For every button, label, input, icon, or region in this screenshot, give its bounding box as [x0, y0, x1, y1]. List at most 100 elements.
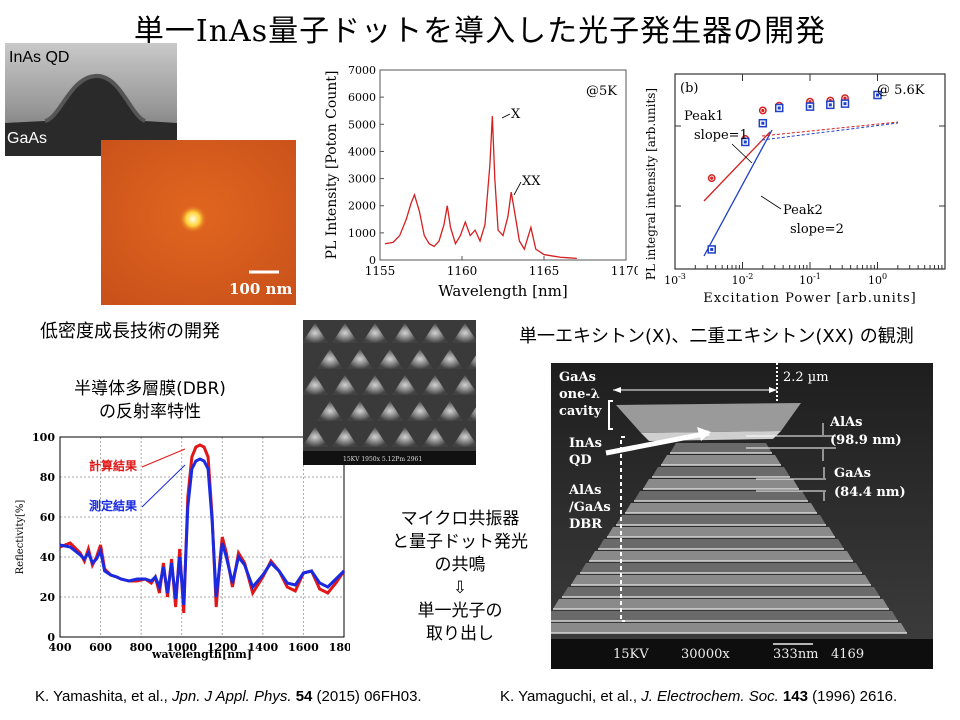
peak2-saturation-line	[761, 122, 899, 141]
sem-gaas-1: GaAs	[834, 466, 871, 481]
peak1-saturation-line	[761, 121, 899, 137]
tem-image: InAs QD GaAs 10 nm	[5, 43, 177, 156]
afm-scale-label: 100 nm	[229, 280, 293, 298]
peak2-point-core	[808, 105, 812, 109]
spectrum-y-ticks: 0 1000 2000 3000 4000 5000 6000 7000	[348, 64, 384, 267]
reflectivity-x-tick-label: 1400	[248, 641, 279, 654]
reflectivity-plot-frame	[59, 436, 345, 638]
peak1-pointer	[731, 143, 753, 164]
peak-x-label: X	[511, 107, 521, 122]
power-x-tick-label: 10-3	[664, 272, 686, 287]
sem-pillar-micrograph: GaAs one-λ cavity InAs QD AlAs /GaAs DBR…	[551, 363, 933, 669]
spectrum-y-tick-label: 7000	[348, 64, 376, 77]
sem-pillar-image: GaAs one-λ cavity InAs QD AlAs /GaAs DBR…	[551, 363, 933, 669]
peak2-point-core	[843, 102, 847, 106]
spectrum-y-tick-label: 3000	[348, 173, 376, 186]
sem-gaas-cavity-1: GaAs	[559, 370, 596, 385]
afm-image: 100 nm	[101, 140, 296, 305]
spectrum-y-axis-label: PL Intensity [Poton Count]	[324, 71, 340, 260]
spectrum-annotation: @5K	[586, 84, 617, 99]
peak2-point-core	[777, 106, 781, 110]
reflectivity-x-axis-label: wavelength[nm]	[151, 648, 252, 661]
peak2-point-core	[828, 103, 832, 107]
peak1-point-core	[843, 96, 847, 100]
sem-gaas-cavity-3: cavity	[559, 404, 602, 419]
sem-gaas-cavity-2: one-λ	[559, 387, 600, 402]
peak1-point-core	[761, 108, 765, 113]
sem-alas-2: (98.9 nm)	[830, 433, 902, 448]
center-line-2: と量子ドット発光	[392, 532, 528, 552]
spectrum-x-tick-label: 1165	[529, 264, 560, 278]
meas-series-line	[59, 457, 346, 606]
sem-gaas-2: (84.4 nm)	[834, 485, 906, 500]
spectrum-plot-frame	[379, 69, 627, 261]
reflectivity-y-tick-label: 40	[40, 551, 56, 564]
spectrum-y-tick-label: 1000	[348, 227, 376, 240]
peak1-label: Peak1	[684, 109, 724, 124]
spectrum-x-axis-label: Wavelength [nm]	[438, 282, 567, 300]
reference-left: K. Yamashita, et al., Jpn. J Appl. Phys.…	[35, 688, 422, 705]
ref-right-authors: K. Yamaguchi, et al.,	[500, 688, 642, 705]
power-x-tick-label: 10-1	[799, 272, 821, 287]
reflectivity-x-tick-label: 600	[89, 641, 112, 654]
sem-footer-scale: 333nm	[773, 647, 819, 662]
sem-alas-1: AlAs	[829, 415, 862, 430]
center-line-1: マイクロ共振器	[400, 509, 520, 529]
sem-dbr-1: AlAs	[568, 483, 601, 498]
spectrum-series-line	[384, 116, 577, 260]
resonance-caption: マイクロ共振器 と量子ドット発光 の共鳴 ⇩ 単一光子の 取り出し	[375, 508, 545, 646]
spectrum-y-tick-label: 0	[369, 254, 376, 267]
sem-footer-id: 4169	[831, 647, 864, 662]
spectrum-y-tick-label: 6000	[348, 91, 376, 104]
peak2-fit-line	[703, 129, 773, 257]
ref-right-journal: J. Electrochem. Soc.	[641, 688, 783, 705]
reflectivity-y-tick-label: 0	[47, 631, 55, 644]
peak-xx-pointer	[513, 181, 522, 196]
sem-width-label: 2.2 µm	[783, 370, 829, 385]
ref-left-journal: Jpn. J Appl. Phys.	[172, 688, 296, 705]
slope1-label: slope=1	[694, 128, 748, 143]
reflectivity-y-tick-label: 60	[40, 511, 56, 524]
reflectivity-x-tick-label: 400	[49, 641, 72, 654]
ref-right-rest: (1996) 2616.	[807, 688, 898, 705]
power-x-tick-label: 100	[868, 272, 887, 287]
page-title: 単一InAs量子ドットを導入した光子発生器の開発	[133, 14, 827, 49]
legend-meas-pointer	[141, 464, 186, 508]
power-x-axis-label: Excitation Power [arb.units]	[703, 291, 917, 306]
dbr-caption: 半導体多層膜(DBR) の反射率特性	[50, 378, 250, 424]
tem-label-inas: InAs QD	[9, 49, 70, 66]
ref-left-volume: 54	[295, 688, 313, 705]
caption-low-density: 低密度成長技術の開発	[40, 321, 220, 342]
peak-xx-label: XX	[522, 174, 541, 189]
power-x-tick-label: 10-2	[732, 272, 754, 287]
ref-right-volume: 143	[782, 688, 808, 705]
power-y-axis-label: PL integral intensity [arb.units]	[644, 88, 658, 280]
peak2-pointer	[760, 195, 782, 210]
tem-label-gaas: GaAs	[7, 130, 48, 147]
ref-left-authors: K. Yamashita, et al.,	[35, 688, 173, 705]
spectrum-y-tick-label: 5000	[348, 118, 376, 131]
peak2-point-core	[876, 93, 879, 97]
peak2-point-core	[743, 140, 747, 144]
reflectivity-y-tick-label: 20	[40, 591, 56, 604]
sem-array-micrograph: 15KV 1950x 5.12Pm 2961	[303, 320, 476, 465]
sem-footer-kv: 15KV	[613, 647, 649, 662]
power-annotation: @ 5.6K	[877, 83, 925, 98]
center-line-3: の共鳴	[434, 555, 486, 575]
legend-calc: 計算結果	[89, 458, 137, 473]
peak2-point-core	[761, 121, 765, 125]
power-dependence-chart: 10-3 10-2 10-1 100 (b) @ 5.6K Peak1 slope=1…	[644, 73, 946, 306]
sem-dbr-2: /GaAs	[569, 500, 611, 515]
sem-footer-mag: 30000x	[681, 647, 730, 662]
reflectivity-y-tick-label: 100	[32, 431, 55, 444]
center-line-5: 単一光子の	[417, 601, 503, 621]
reflectivity-y-axis-label: Reflectivity[%]	[15, 500, 26, 575]
spectrum-x-tick-label: 1170	[611, 264, 638, 278]
reflectivity-x-tick-label: 1000	[166, 641, 197, 654]
dbr-title-line1: 半導体多層膜(DBR)	[74, 379, 226, 399]
slope2-label: slope=2	[790, 222, 844, 237]
dbr-title-line2: の反射率特性	[99, 402, 201, 422]
